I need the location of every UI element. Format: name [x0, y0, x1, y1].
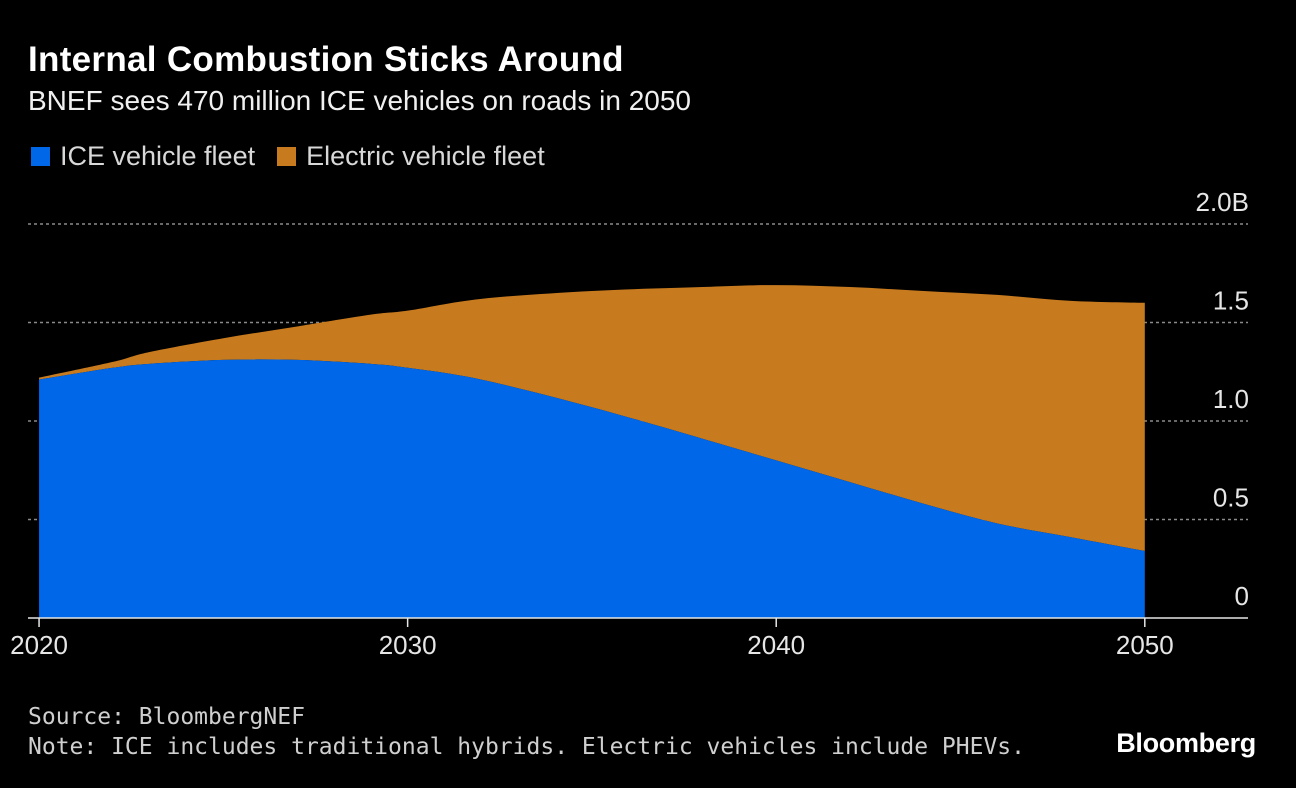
axis-layer — [28, 617, 1248, 627]
x-tick-label-2050: 2050 — [1116, 630, 1174, 660]
y-tick-label-0: 0 — [1235, 581, 1249, 611]
x-tick-label-2030: 2030 — [379, 630, 437, 660]
area-ice-vehicle-fleet — [39, 359, 1145, 618]
source-note: Source: BloombergNEF — [28, 704, 305, 730]
bloomberg-logo: Bloomberg — [1116, 728, 1256, 758]
y-tick-label-1-0: 1.0 — [1213, 384, 1249, 414]
x-tick-label-2020: 2020 — [10, 630, 68, 660]
area-layer — [39, 285, 1145, 618]
legend: ICE vehicle fleet Electric vehicle fleet — [31, 141, 567, 172]
legend-item-electric: Electric vehicle fleet — [277, 141, 545, 172]
footnote: Note: ICE includes traditional hybrids. … — [28, 734, 1025, 760]
legend-swatch-electric — [277, 147, 297, 166]
y-tick-label-1-5: 1.5 — [1213, 286, 1249, 316]
legend-swatch-ice — [31, 147, 50, 166]
x-tick-label-2040: 2040 — [747, 630, 805, 660]
chart-plot: 2020 2030 2040 2050 0 0.5 1.0 1.5 2.0B — [10, 187, 1249, 660]
y-tick-label-0-5: 0.5 — [1213, 483, 1249, 513]
legend-label-ice: ICE vehicle fleet — [60, 141, 256, 171]
legend-label-electric: Electric vehicle fleet — [306, 141, 545, 171]
label-layer: 2020 2030 2040 2050 0 0.5 1.0 1.5 2.0B — [10, 187, 1249, 660]
chart-title: Internal Combustion Sticks Around — [28, 40, 624, 79]
y-tick-label-2-0B: 2.0B — [1196, 187, 1250, 217]
legend-item-ice: ICE vehicle fleet — [31, 141, 255, 172]
area-electric-vehicle-fleet — [39, 285, 1145, 552]
chart-subtitle: BNEF sees 470 million ICE vehicles on ro… — [28, 85, 692, 116]
